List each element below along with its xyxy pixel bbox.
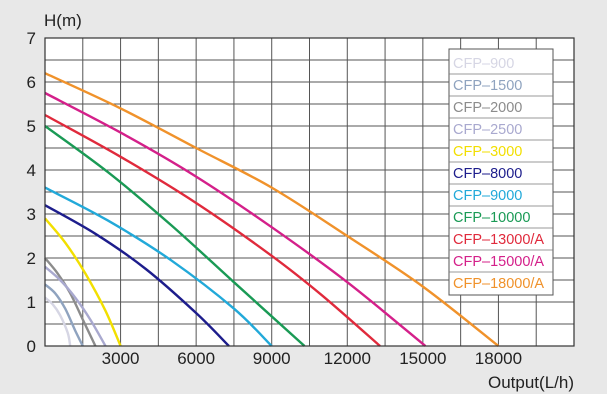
- legend-label: CFP–9000: [453, 188, 522, 204]
- series-line: [44, 296, 72, 347]
- y-tick-label: 6: [27, 73, 36, 92]
- y-tick-label: 4: [27, 161, 36, 180]
- series-line: [44, 186, 273, 347]
- x-axis-title: Output(L/h): [488, 373, 574, 392]
- x-tick-label: 18000: [475, 349, 522, 368]
- legend-label: CFP–10000: [453, 210, 530, 226]
- x-tick-label: 6000: [177, 349, 215, 368]
- x-tick-label: 9000: [253, 349, 291, 368]
- series-line: [44, 265, 107, 347]
- series-line: [44, 204, 230, 347]
- legend-label: CFP–1500: [453, 78, 522, 94]
- legend: CFP–900 CFP–1500 CFP–2000 CFP–2500 CFP–3000 C…: [448, 48, 554, 296]
- y-tick-label: 0: [27, 337, 36, 356]
- legend-label: CFP–900: [453, 56, 514, 72]
- plot-frame: [44, 37, 575, 347]
- legend-label: CFP–18000/A: [453, 276, 544, 292]
- series-line: [44, 257, 97, 347]
- axes: [44, 37, 575, 347]
- legend-label: CFP–3000: [453, 144, 522, 160]
- legend-label: CFP–15000/A: [453, 254, 544, 270]
- legend-label: CFP–8000: [453, 166, 522, 182]
- curves: [44, 72, 500, 347]
- y-tick-label: 3: [27, 205, 36, 224]
- legend-label: CFP–2000: [453, 100, 522, 116]
- y-tick-label: 1: [27, 293, 36, 312]
- legend-label: CFP–2500: [453, 122, 522, 138]
- series-line: [44, 283, 84, 347]
- series-line: [44, 217, 122, 347]
- y-tick-label: 2: [27, 249, 36, 268]
- x-tick-label: 12000: [324, 349, 371, 368]
- series-line: [44, 113, 381, 347]
- y-tick-label: 7: [27, 29, 36, 48]
- series-line: [44, 125, 306, 347]
- y-axis-title: H(m): [44, 11, 82, 30]
- legend-label: CFP–13000/A: [453, 232, 544, 248]
- series-line: [44, 91, 427, 347]
- y-tick-label: 5: [27, 117, 36, 136]
- x-tick-label: 15000: [399, 349, 446, 368]
- legend-box: [448, 48, 554, 296]
- x-tick-label: 3000: [102, 349, 140, 368]
- tick-labels: 0 1 2 3 4 5 6 7 3000 6000 9000 12000 15000 18000: [27, 29, 523, 368]
- series-line: [44, 72, 500, 347]
